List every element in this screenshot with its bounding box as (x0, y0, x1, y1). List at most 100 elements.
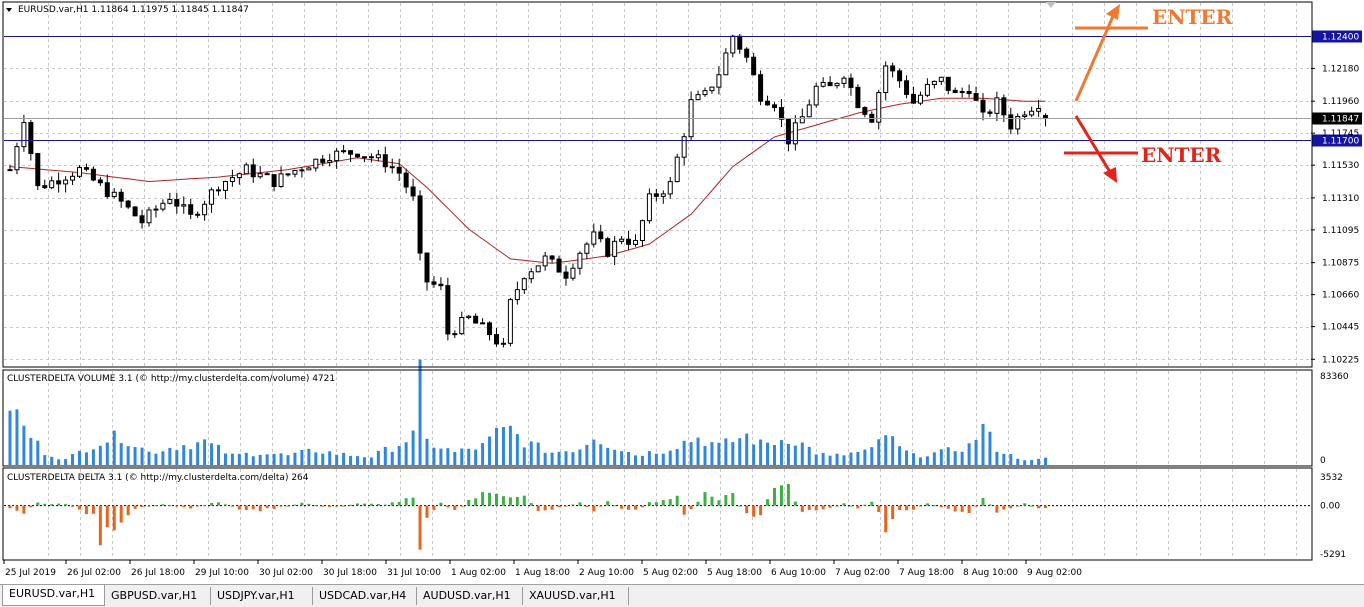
delta-bar (1016, 505, 1020, 507)
price-tick-label: 1.10660 (1322, 291, 1359, 301)
volume-bar (342, 452, 346, 465)
candle (834, 82, 840, 89)
chart-canvas[interactable]: 1.12400 1.11700 1.11847 83360 0 3532 0.00 -52… (0, 0, 1364, 584)
volume-bar (460, 448, 464, 465)
delta-bar (974, 505, 978, 507)
delta-bar (849, 505, 853, 507)
volume-bar (759, 439, 763, 465)
tab-usdjpy-var-h1[interactable]: USDJPY.var,H1 (211, 587, 313, 605)
delta-bar (29, 505, 33, 508)
candle (751, 52, 757, 76)
volume-bar (168, 447, 172, 465)
tab-gbpusd-var-h1[interactable]: GBPUSD.var,H1 (105, 587, 211, 605)
delta-bar (710, 496, 714, 506)
candle (549, 255, 555, 263)
volume-bar (495, 427, 498, 465)
volume-bar (314, 452, 318, 465)
delta-bar (793, 501, 797, 506)
volume-bar (501, 427, 505, 465)
tab-usdcad-var-h4[interactable]: USDCAD.var,H4 (313, 587, 417, 605)
candle (1036, 99, 1042, 117)
tab-audusd-var-h1[interactable]: AUDUSD.var,H1 (417, 587, 523, 605)
delta-bar (390, 502, 394, 506)
candle (723, 48, 729, 76)
delta-bar (223, 504, 227, 506)
volume-bar (223, 453, 227, 465)
volume-bar (536, 442, 540, 465)
volume-bar (237, 453, 241, 465)
delta-bar (515, 496, 519, 506)
tab-eurusd-var-h1[interactable]: EURUSD.var,H1 (2, 585, 105, 606)
volume-bar (912, 453, 915, 465)
delta-bar (189, 505, 193, 509)
volume-bar (606, 447, 610, 465)
candle (292, 169, 298, 178)
volume-bar (362, 457, 366, 465)
price-candles (7, 34, 1049, 348)
price-tick-label: 1.11095 (1322, 226, 1359, 236)
dropdown-arrow-icon[interactable] (6, 8, 12, 12)
volume-bar (390, 451, 394, 465)
delta-bar (675, 495, 679, 506)
delta-bar (578, 502, 582, 506)
volume-bar (1044, 457, 1048, 465)
volume-bar (203, 439, 207, 465)
volume-bar (210, 443, 214, 465)
candle (368, 153, 374, 163)
volume-bar (918, 457, 922, 465)
candle (1029, 106, 1035, 118)
price-levels[interactable]: 1.12400 1.11700 1.11847 (4, 30, 1362, 147)
volume-panel-label: CLUSTERDELTA VOLUME 3.1 (© http://my.clu… (7, 374, 335, 384)
volume-bar (738, 438, 742, 465)
candle (848, 73, 854, 96)
delta-bar (314, 505, 318, 507)
volume-bar (842, 455, 846, 465)
candle (653, 188, 659, 202)
candle (21, 114, 27, 152)
delta-bar (585, 505, 589, 507)
volume-bar (863, 449, 867, 465)
candle (535, 265, 541, 273)
volume-bar (668, 450, 672, 465)
candle (264, 172, 270, 176)
volume-bar (50, 456, 54, 465)
volume-bar (1037, 458, 1041, 465)
volume-bar (932, 452, 936, 465)
candle (250, 158, 256, 183)
delta-bar (425, 505, 429, 518)
delta-bar (175, 505, 179, 507)
time-tick-label: 2 Aug 10:00 (579, 568, 634, 578)
delta-bar (891, 505, 895, 520)
volume-bar (640, 455, 644, 465)
time-tick-label: 26 Jul 02:00 (67, 568, 121, 578)
time-tick-label: 30 Jul 18:00 (323, 568, 377, 578)
candle (285, 173, 291, 177)
delta-bar (481, 492, 485, 506)
delta-bar (279, 505, 283, 507)
level-label: 1.12400 (1322, 33, 1359, 43)
volume-bar (36, 440, 40, 465)
delta-bar (446, 505, 450, 508)
volume-bar (703, 445, 707, 465)
candle (118, 188, 124, 208)
price-tick-label: 1.10225 (1322, 355, 1359, 365)
volume-bar (967, 443, 971, 465)
volume-bar (328, 451, 332, 465)
delta-bar (328, 505, 332, 508)
candle (209, 187, 215, 213)
volume-bar (64, 459, 68, 465)
candle (1001, 94, 1007, 122)
tab-xauusd-var-h1[interactable]: XAUUSD.var,H1 (523, 587, 629, 605)
delta-bar (369, 503, 373, 506)
delta-bar (196, 505, 200, 507)
candle (924, 78, 930, 98)
price-tick-label: 1.11310 (1322, 194, 1359, 204)
volume-bar (105, 442, 109, 465)
chart-header: EURUSD.var,H1 1.11864 1.11975 1.11845 1.… (6, 5, 249, 15)
delta-bar (397, 501, 401, 506)
chart-shift-icon[interactable] (1046, 2, 1056, 8)
delta-bar (661, 500, 665, 506)
candle (257, 165, 263, 179)
delta-bar (800, 505, 804, 512)
delta-bar (786, 483, 790, 506)
